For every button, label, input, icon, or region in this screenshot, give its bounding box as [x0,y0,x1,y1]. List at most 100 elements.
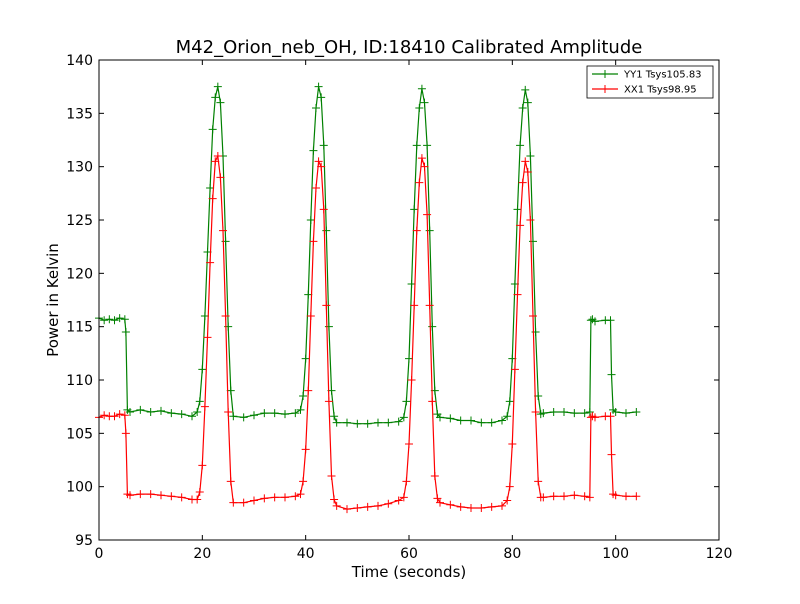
y-tick-label: 115 [66,320,93,336]
data-point [121,328,130,336]
x-axis: 0 20 40 60 80 100 120 [95,60,732,562]
data-point [296,405,305,414]
x-tick-label: 100 [602,546,629,562]
y-tick-label: 105 [66,426,93,442]
data-point [157,406,165,415]
y-tick-label: 95 [75,533,93,549]
data-point [221,312,230,320]
data-point [319,205,328,214]
y-tick-label: 125 [66,213,93,229]
data-point [430,472,439,480]
data-point [208,125,217,134]
data-point [513,290,522,299]
data-point [505,397,514,406]
series-layer [95,82,641,514]
x-tick-label: 20 [193,546,211,562]
data-point [260,494,269,503]
data-point [219,226,227,235]
data-point [343,418,351,427]
data-point [167,492,176,501]
data-point [301,354,310,363]
data-point [446,500,455,509]
data-point [270,493,279,502]
data-point [239,413,248,422]
legend-box [586,65,714,99]
y-tick-label: 100 [66,480,93,496]
data-point [100,316,109,325]
data-point [299,477,308,486]
data-point [394,417,403,426]
data-point [526,216,535,224]
data-point [126,408,134,416]
legend-marker [601,70,609,78]
data-point [508,440,517,448]
data-point [580,409,589,418]
data-point [399,413,408,422]
data-point [622,409,630,418]
data-point [456,416,465,425]
data-point [229,498,238,507]
data-point [120,315,129,324]
data-point [456,502,465,511]
data-point [423,141,432,150]
data-point [105,315,114,324]
data-point [405,440,413,448]
data-point [322,226,331,235]
data-point [198,461,207,470]
data-point [193,495,202,504]
data-point [363,419,372,428]
data-point [157,491,165,500]
y-tick-label: 130 [66,160,93,176]
data-point [433,494,442,503]
data-point [327,472,336,480]
data-point [332,501,341,510]
y-axis-label: Power in Kelvin [44,243,62,357]
data-point [384,418,393,427]
data-point [250,411,258,420]
data-point [195,397,204,406]
data-point [425,301,434,310]
data-point [529,312,537,320]
data-point [177,410,186,419]
data-point [570,409,579,418]
data-point [607,450,616,459]
series-0 [95,82,641,428]
data-point [120,411,129,420]
data-point [374,501,382,510]
data-point [281,493,289,502]
data-point [374,418,382,427]
x-tick-label: 60 [400,546,418,562]
data-point [296,490,305,499]
data-point [195,488,204,496]
data-point [415,178,424,187]
data-point [622,492,630,501]
data-point [428,397,437,406]
data-point [229,412,238,421]
series-line [98,153,637,510]
data-point [632,408,641,416]
data-point [399,493,408,502]
data-point [521,157,530,166]
data-point [539,409,548,418]
data-point [322,301,331,310]
data-point [216,98,225,107]
data-point [121,429,130,438]
data-point [516,221,525,230]
data-point [606,316,615,325]
data-point [510,365,519,374]
data-point [503,496,512,505]
data-point [324,322,333,331]
data-point [193,408,202,416]
data-point [420,162,429,171]
data-point [208,194,217,203]
data-point [549,408,558,416]
data-point [607,370,616,379]
chart-title: M42_Orion_neb_OH, ID:18410 Calibrated Am… [176,37,643,58]
data-point [146,490,155,499]
data-point [412,226,421,235]
x-tick-label: 80 [503,546,521,562]
data-point [312,104,320,112]
data-point [363,502,372,511]
data-point [100,411,109,420]
